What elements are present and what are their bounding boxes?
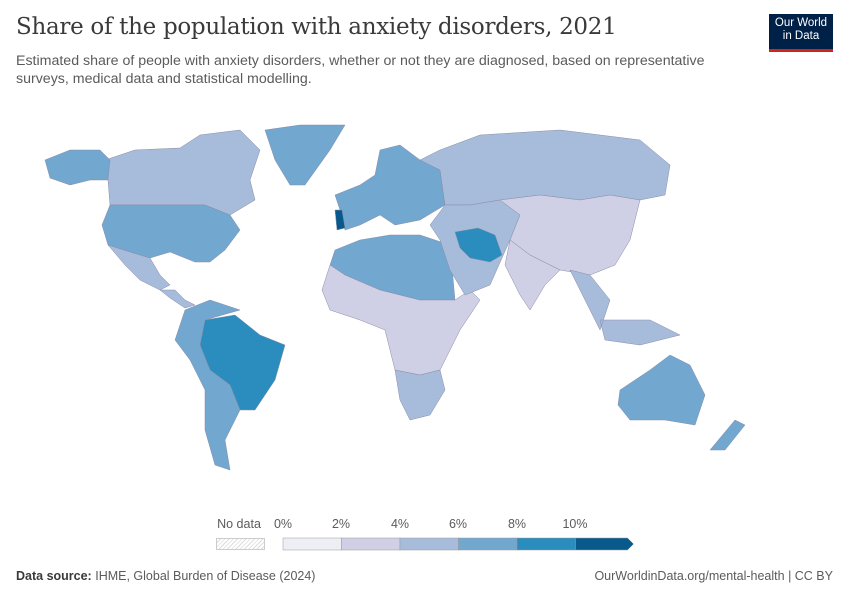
legend-bin-8-10%[interactable] [516,537,576,551]
country-sub-saharan-africa[interactable] [321,264,481,376]
country-iran[interactable] [454,227,503,263]
world-map[interactable] [0,100,850,510]
data-source-text: IHME, Global Burden of Disease (2024) [95,569,316,583]
page-title: Share of the population with anxiety dis… [16,14,617,40]
country-southern-africa[interactable] [394,369,446,421]
legend-bin-0-2%[interactable] [282,537,342,551]
country-australia[interactable] [617,354,706,426]
country-mexico[interactable] [107,244,171,291]
page-subtitle: Estimated share of people with anxiety d… [16,53,705,87]
legend-tick: 8% [507,517,527,531]
legend-bin-4-6%[interactable] [399,537,459,551]
country-russia[interactable] [419,129,671,206]
legend-tick: 10% [562,517,588,531]
source-url-link[interactable]: OurWorldinData.org/mental-health | CC BY [594,569,833,583]
legend-no-data-swatch [216,538,265,550]
country-southeast-asia[interactable] [569,269,681,346]
country-india[interactable] [504,239,561,311]
legend-bin-6-8%[interactable] [458,537,518,551]
owid-logo[interactable]: Our World in Data [769,14,833,52]
country-canada[interactable] [104,129,261,216]
legend-tick: 0% [273,517,293,531]
legend-color-bar [282,537,634,551]
legend-tick: 6% [448,517,468,531]
country-portugal[interactable] [334,209,346,231]
data-source-label: Data source: [16,569,92,583]
country-new-zealand[interactable] [709,419,746,451]
legend-bin->10%[interactable] [575,537,634,551]
legend-tick: 4% [390,517,410,531]
legend-bin-2-4%[interactable] [341,537,401,551]
country-south-america-rest[interactable] [174,299,241,471]
legend: No data 0% 2% 4% 6% 8% 10% [0,515,850,555]
country-greenland[interactable] [264,124,346,186]
legend-no-data-label: No data [217,517,261,531]
legend-tick: 2% [331,517,351,531]
country-alaska[interactable] [44,149,111,186]
data-source: Data source: IHME, Global Burden of Dise… [16,569,315,583]
country-central-america[interactable] [159,289,196,309]
